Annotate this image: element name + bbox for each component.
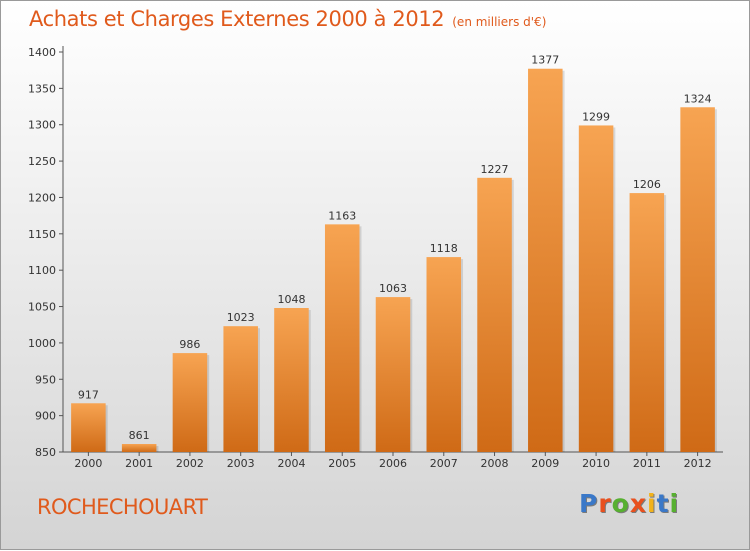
- bar-2001: [121, 444, 157, 452]
- bar-2009: [528, 68, 563, 453]
- location-label: ROCHECHOUART: [37, 495, 208, 519]
- logo-letter: P: [579, 489, 599, 518]
- x-tick-label-2006: 2006: [379, 457, 407, 470]
- y-tick-label: 1100: [28, 264, 56, 277]
- x-tick-label-2000: 2000: [74, 457, 102, 470]
- x-tick-label-2009: 2009: [531, 457, 559, 470]
- x-tick-label-2004: 2004: [277, 457, 305, 470]
- proxiti-logo: Proxiti: [579, 489, 679, 518]
- bar-2006: [375, 297, 411, 452]
- y-tick-label: 1000: [28, 337, 56, 350]
- chart-subtitle: (en milliers d'€): [452, 15, 547, 29]
- chart-title: Achats et Charges Externes 2000 à 2012: [29, 7, 445, 31]
- data-label-2003: 1023: [227, 311, 255, 324]
- bar-2012: [680, 107, 715, 452]
- y-tick-label: 1300: [28, 119, 56, 132]
- bar-2005: [324, 224, 360, 452]
- logo-letter: i: [647, 489, 657, 518]
- x-tick-label-2011: 2011: [633, 457, 661, 470]
- logo-letter: o: [611, 489, 630, 518]
- data-label-2006: 1063: [379, 282, 407, 295]
- bar-2010: [578, 125, 614, 453]
- logo-letter: t: [656, 489, 670, 518]
- x-tick-label-2005: 2005: [328, 457, 356, 470]
- bar-2003: [223, 326, 258, 452]
- bar-2007: [426, 257, 462, 452]
- y-tick-label: 1050: [28, 301, 56, 314]
- data-label-2012: 1324: [684, 92, 712, 105]
- y-tick-label: 1400: [28, 46, 56, 59]
- data-label-2008: 1227: [481, 163, 509, 176]
- x-tick-label-2001: 2001: [125, 457, 153, 470]
- data-label-2009: 1377: [531, 54, 559, 67]
- y-tick-label: 850: [35, 446, 56, 459]
- y-tick-label: 1150: [28, 228, 56, 241]
- y-tick-label: 950: [35, 373, 56, 386]
- y-tick-label: 900: [35, 410, 56, 423]
- y-tick-label: 1250: [28, 155, 56, 168]
- x-tick-label-2008: 2008: [481, 457, 509, 470]
- bar-2011: [629, 193, 665, 452]
- x-tick-label-2007: 2007: [430, 457, 458, 470]
- data-label-2007: 1118: [430, 242, 458, 255]
- bar-2008: [477, 177, 512, 452]
- title-row: Achats et Charges Externes 2000 à 2012 (e…: [29, 7, 546, 31]
- logo-letter: i: [669, 489, 680, 518]
- bar-2000: [71, 403, 106, 452]
- logo-letter: x: [629, 489, 647, 518]
- data-label-2011: 1206: [633, 178, 661, 191]
- data-label-2002: 986: [179, 338, 200, 351]
- x-tick-label-2010: 2010: [582, 457, 610, 470]
- data-label-2010: 1299: [582, 110, 610, 123]
- data-label-2005: 1163: [328, 209, 356, 222]
- x-tick-label-2002: 2002: [176, 457, 204, 470]
- y-tick-label: 1350: [28, 82, 56, 95]
- data-label-2001: 861: [129, 429, 150, 442]
- bar-2002: [172, 353, 208, 452]
- x-tick-label-2003: 2003: [227, 457, 255, 470]
- x-tick-label-2012: 2012: [684, 457, 712, 470]
- data-label-2004: 1048: [277, 293, 305, 306]
- y-tick-label: 1200: [28, 191, 56, 204]
- logo-letter: r: [598, 489, 612, 518]
- bar-2004: [274, 308, 309, 452]
- data-label-2000: 917: [78, 388, 99, 401]
